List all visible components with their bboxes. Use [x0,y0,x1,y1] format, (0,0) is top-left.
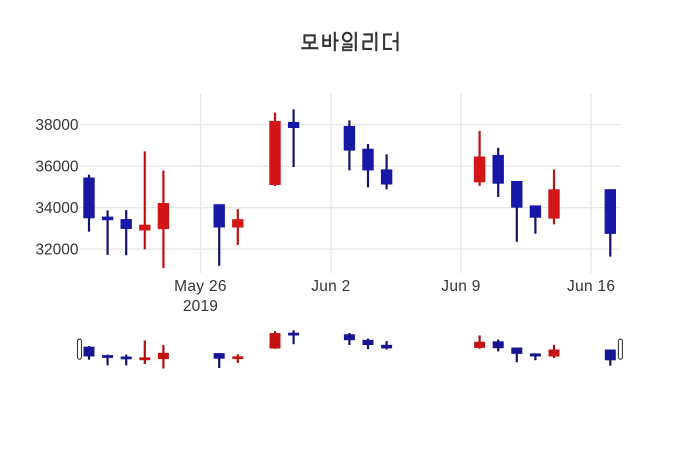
svg-text:38000: 38000 [35,117,78,134]
svg-text:34000: 34000 [35,200,78,217]
svg-text:36000: 36000 [35,159,78,176]
svg-text:May 26: May 26 [174,278,227,295]
svg-text:Jun 16: Jun 16 [567,278,615,295]
svg-text:2019: 2019 [183,298,218,315]
svg-text:Jun 9: Jun 9 [441,278,480,295]
svg-text:Jun 2: Jun 2 [311,278,350,295]
svg-text:32000: 32000 [35,242,78,259]
